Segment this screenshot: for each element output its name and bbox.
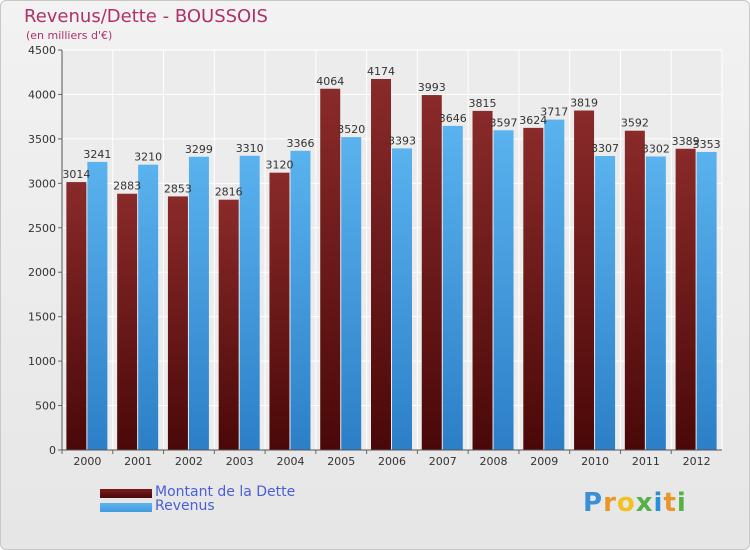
bar — [188, 156, 209, 450]
bar-value-label: 3299 — [185, 143, 213, 156]
y-tick-label: 3000 — [28, 177, 56, 190]
bar — [87, 161, 108, 450]
bar — [574, 110, 595, 451]
x-tick-label: 2003 — [226, 455, 254, 468]
bar-value-label: 3592 — [621, 117, 649, 130]
y-tick-label: 3500 — [28, 133, 56, 146]
bar — [624, 130, 645, 450]
bars — [66, 78, 717, 451]
bar-value-label: 3120 — [265, 159, 293, 172]
y-tick-label: 1000 — [28, 355, 56, 368]
bar-value-label: 3241 — [83, 148, 111, 161]
logo-letter: i — [653, 488, 664, 518]
bar — [675, 148, 696, 450]
x-tick-label: 2007 — [429, 455, 457, 468]
bar-value-label: 3014 — [62, 168, 90, 181]
bar-value-label: 3815 — [469, 97, 497, 110]
x-tick-label: 2008 — [480, 455, 508, 468]
chart-subtitle: (en milliers d'€) — [26, 29, 113, 42]
y-tick-label: 4000 — [28, 88, 56, 101]
bar-value-label: 3210 — [134, 151, 162, 164]
x-tick-label: 2001 — [124, 455, 152, 468]
bar-value-label: 3520 — [337, 123, 365, 136]
bar-value-label: 3646 — [439, 112, 467, 125]
bar-value-label: 2816 — [215, 186, 243, 199]
bar-value-label: 3353 — [693, 138, 721, 151]
bar-value-label: 2853 — [164, 182, 192, 195]
bar-value-label: 4064 — [316, 75, 344, 88]
bar — [117, 193, 138, 450]
bar-value-label: 3302 — [642, 142, 670, 155]
x-tick-label: 2000 — [73, 455, 101, 468]
bar — [269, 172, 290, 450]
y-tick-label: 1500 — [28, 311, 56, 324]
x-tick-label: 2004 — [276, 455, 304, 468]
bar-value-label: 3819 — [570, 97, 598, 110]
bar-value-label: 3310 — [236, 142, 264, 155]
bar — [595, 156, 616, 451]
y-tick-label: 0 — [49, 444, 56, 457]
bar-value-label: 3366 — [286, 137, 314, 150]
bar — [341, 137, 362, 450]
legend-swatch-dette — [100, 489, 152, 498]
y-tick-label: 2500 — [28, 222, 56, 235]
bar — [493, 130, 514, 450]
bar-value-label: 2883 — [113, 180, 141, 193]
x-tick-label: 2010 — [581, 455, 609, 468]
bar-value-label: 3624 — [519, 114, 547, 127]
bar — [544, 119, 565, 450]
bar-value-label: 4174 — [367, 65, 395, 78]
legend-swatch-revenus — [100, 503, 152, 512]
chart-title: Revenus/Dette - BOUSSOIS — [24, 6, 268, 27]
bar — [472, 110, 493, 450]
x-tick-label: 2006 — [378, 455, 406, 468]
bar — [218, 199, 239, 450]
bar — [66, 182, 87, 451]
proxiti-logo: Proxiti — [583, 488, 687, 518]
bar-value-label: 3717 — [540, 106, 568, 119]
logo-letter: r — [603, 488, 617, 518]
logo-letter: i — [676, 488, 687, 518]
bar — [421, 95, 442, 451]
bar — [523, 127, 544, 450]
bar — [138, 164, 159, 450]
y-tick-label: 4500 — [28, 44, 56, 57]
x-tick-label: 2011 — [632, 455, 660, 468]
bar-value-label: 3389 — [672, 135, 700, 148]
bar — [239, 155, 260, 450]
x-tick-label: 2002 — [175, 455, 203, 468]
y-tick-label: 2000 — [28, 266, 56, 279]
bar-value-label: 3597 — [490, 116, 518, 129]
legend-label-revenus: Revenus — [155, 498, 215, 514]
bar-value-label: 3307 — [591, 142, 619, 155]
bar — [645, 156, 666, 450]
x-tick-label: 2005 — [327, 455, 355, 468]
bar — [696, 151, 717, 450]
y-tick-label: 500 — [35, 400, 56, 413]
bar-value-label: 3993 — [418, 81, 446, 94]
bar — [371, 78, 391, 450]
bar — [320, 88, 341, 450]
x-tick-label: 2012 — [683, 455, 711, 468]
bar — [167, 196, 188, 450]
bar — [442, 125, 463, 451]
x-tick-label: 2009 — [530, 455, 558, 468]
logo-letter: P — [583, 488, 604, 518]
bar — [392, 148, 412, 450]
logo-letter: t — [663, 488, 677, 518]
bar — [290, 150, 311, 451]
logo-letter: x — [635, 488, 654, 518]
logo-letter: o — [616, 488, 636, 518]
axes: 0 500 1000 1500 2000 2500 3000 3500 4000 4500 2000… — [28, 44, 722, 468]
legend-label-dette: Montant de la Dette — [155, 484, 296, 500]
bar-value-label: 3393 — [388, 134, 416, 147]
